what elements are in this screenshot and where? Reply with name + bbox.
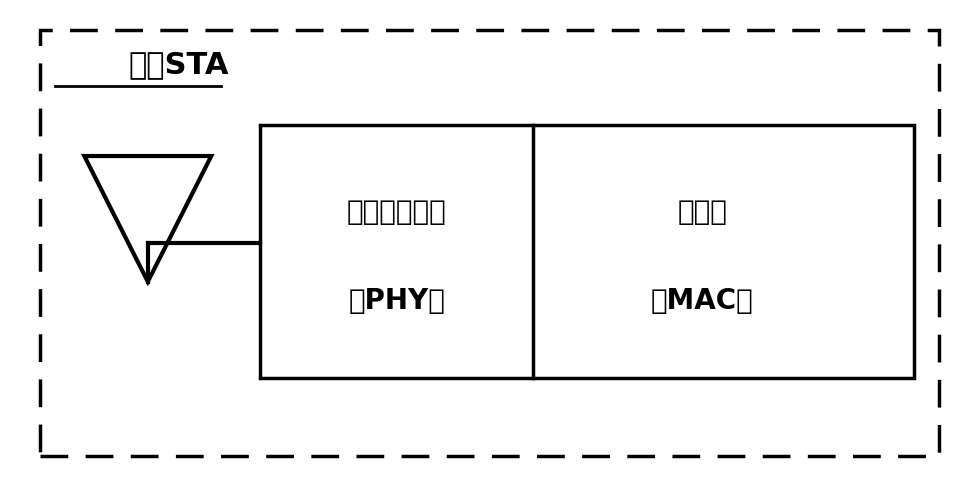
Text: 媒体接入控制: 媒体接入控制 [346,198,446,226]
Text: （MAC）: （MAC） [650,287,753,315]
Bar [260,124,913,378]
Text: 物理层: 物理层 [677,198,727,226]
Text: 站点STA: 站点STA [128,50,229,79]
Text: （PHY）: （PHY） [348,287,445,315]
